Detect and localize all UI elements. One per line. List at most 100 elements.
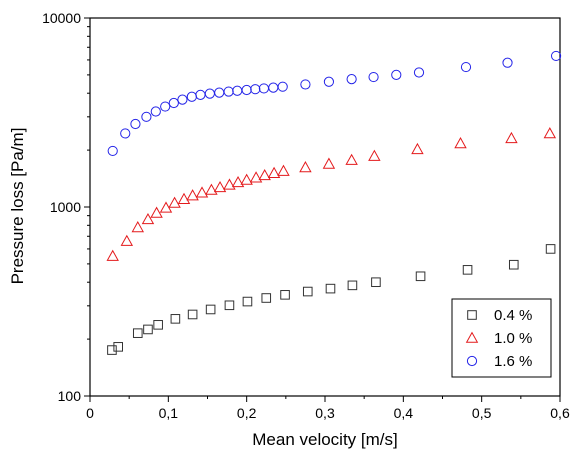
data-point xyxy=(214,87,225,98)
data-point xyxy=(454,137,467,149)
data-point xyxy=(120,128,131,139)
y-axis: 100 1000 10000 xyxy=(42,10,90,404)
data-point xyxy=(150,106,161,117)
legend: 0.4 % 1.0 % 1.6 % xyxy=(451,298,552,378)
data-point xyxy=(505,131,518,144)
data-point xyxy=(543,127,557,139)
data-point xyxy=(177,94,188,105)
data-point xyxy=(223,86,234,97)
data-point xyxy=(322,157,336,169)
series-circle xyxy=(107,50,562,157)
data-point xyxy=(240,173,253,185)
x-tick-label: 0,2 xyxy=(237,405,257,421)
data-point xyxy=(460,61,472,73)
data-point xyxy=(371,277,381,288)
x-tick-label: 0,5 xyxy=(472,405,492,421)
data-point xyxy=(232,85,243,96)
data-point xyxy=(508,259,519,270)
series-square xyxy=(107,244,556,355)
x-tick-label: 0,6 xyxy=(550,405,570,421)
data-point xyxy=(131,220,145,233)
data-point xyxy=(323,76,335,87)
data-point xyxy=(223,178,236,190)
data-point xyxy=(411,142,424,155)
series-triangle xyxy=(106,127,557,261)
data-point xyxy=(413,67,425,78)
data-point xyxy=(277,164,290,176)
data-point xyxy=(300,79,311,90)
data-point xyxy=(107,345,117,355)
x-axis: 0 0,1 0,2 0,3 0,4 0,5 0,6 xyxy=(86,396,570,421)
data-point xyxy=(113,342,124,352)
data-point xyxy=(177,192,191,204)
data-point xyxy=(502,57,513,68)
data-point xyxy=(132,328,143,338)
legend-label: 0.4 % xyxy=(494,307,532,324)
data-point xyxy=(249,171,263,183)
legend-label: 1.0 % xyxy=(494,330,532,347)
x-tick-label: 0 xyxy=(86,405,94,421)
data-point xyxy=(277,81,288,92)
data-point xyxy=(258,83,269,94)
data-point xyxy=(299,160,312,173)
data-point xyxy=(550,50,562,62)
data-point xyxy=(545,244,556,254)
data-point xyxy=(261,293,272,303)
x-tick-label: 0,1 xyxy=(159,405,179,421)
data-point xyxy=(242,296,253,307)
x-tick-label: 0,3 xyxy=(315,405,335,421)
data-point xyxy=(345,153,358,165)
data-point xyxy=(241,84,252,96)
x-axis-title: Mean velocity [m/s] xyxy=(252,430,398,449)
data-point xyxy=(224,300,235,311)
data-point xyxy=(187,309,198,320)
legend-label: 1.6 % xyxy=(494,353,532,370)
data-point xyxy=(368,71,379,83)
data-point xyxy=(205,183,218,195)
legend-marker xyxy=(466,355,478,367)
legend-marker xyxy=(465,331,479,343)
data-point xyxy=(205,304,216,315)
data-point xyxy=(160,101,171,112)
data-point xyxy=(268,82,279,93)
data-point xyxy=(250,84,261,95)
data-point xyxy=(346,74,357,85)
data-point xyxy=(204,88,215,99)
data-point xyxy=(302,286,313,297)
data-point xyxy=(168,196,181,208)
data-point xyxy=(186,91,197,102)
y-tick-label: 1000 xyxy=(50,199,81,215)
data-point xyxy=(170,314,181,324)
data-point xyxy=(107,145,118,157)
data-point xyxy=(280,290,290,300)
x-tick-label: 0,4 xyxy=(394,405,414,421)
data-point xyxy=(153,320,163,330)
data-point xyxy=(267,166,281,178)
data-point xyxy=(195,89,206,100)
legend-marker xyxy=(467,310,477,320)
data-point xyxy=(368,149,381,161)
y-tick-label: 100 xyxy=(58,388,82,404)
data-point xyxy=(106,249,119,261)
data-point xyxy=(258,168,271,181)
data-point xyxy=(195,186,209,198)
data-point xyxy=(143,324,153,335)
y-axis-title: Pressure loss [Pa/m] xyxy=(8,128,27,285)
data-point xyxy=(186,189,199,201)
data-point xyxy=(141,212,155,225)
data-point xyxy=(325,283,336,294)
data-point xyxy=(168,97,179,109)
data-point xyxy=(391,69,402,80)
data-point xyxy=(231,175,245,188)
y-tick-label: 10000 xyxy=(42,10,81,26)
data-point xyxy=(415,271,426,282)
data-series xyxy=(106,50,562,355)
data-point xyxy=(141,111,152,122)
data-point xyxy=(150,206,163,218)
data-point xyxy=(130,118,141,130)
data-point xyxy=(213,180,227,193)
data-point xyxy=(462,265,473,275)
data-point xyxy=(347,280,358,291)
data-point xyxy=(120,234,134,246)
